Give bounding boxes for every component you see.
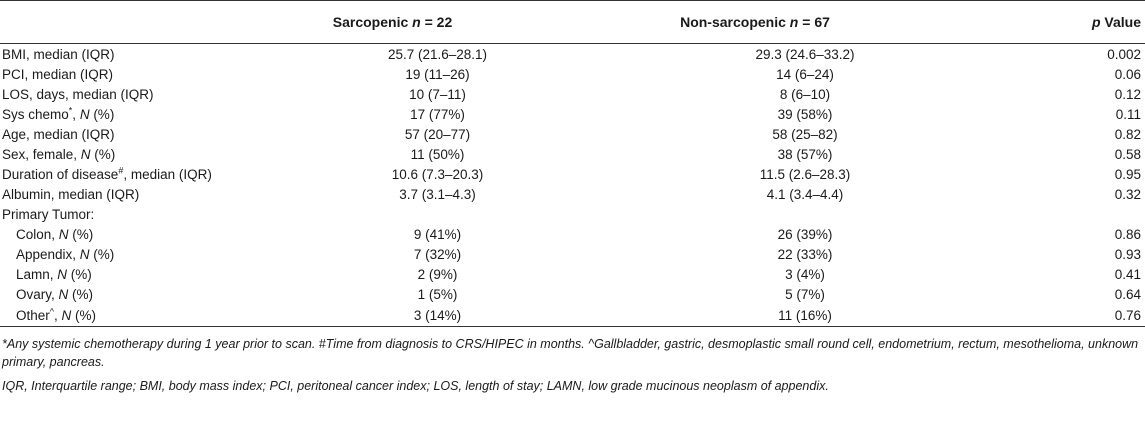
p-value: 0.76 — [885, 304, 1145, 327]
sarcopenic-value: 57 (20–77) — [404, 126, 471, 142]
non-sarcopenic-value: 26 (39%) — [777, 226, 833, 242]
sarcopenic-value: 2 (9%) — [417, 266, 458, 282]
sarcopenic-value: 3 (14%) — [190, 304, 535, 327]
footnote-abbreviations: IQR, Interquartile range; BMI, body mass… — [2, 379, 829, 393]
table-row: PCI, median (IQR) 19 (11–26) 14 (6–24) 0.06 — [0, 64, 1145, 84]
row-label: Colon, N (%) — [16, 226, 94, 242]
non-sarcopenic-value: 8 (6–10) — [779, 86, 831, 102]
row-label: Other^, N (%) — [0, 304, 190, 327]
p-value: 0.82 — [1114, 126, 1141, 142]
non-sarcopenic-value: 58 (25–82) — [772, 126, 838, 142]
sarcopenic-value: 19 (11–26) — [405, 66, 470, 82]
row-label: BMI, median (IQR) — [2, 46, 115, 62]
sarcopenic-value: 10 (7–11) — [409, 86, 466, 102]
table-row: Albumin, median (IQR) 3.7 (3.1–4.3) 4.1 (3… — [0, 184, 1145, 204]
row-label: Duration of disease#, median (IQR) — [2, 165, 212, 182]
row-label: LOS, days, median (IQR) — [2, 86, 154, 102]
table-row: Lamn, N (%) 2 (9%) 3 (4%) 0.41 — [0, 264, 1145, 284]
p-value: 0.32 — [1114, 186, 1141, 202]
non-sarcopenic-value: 29.3 (24.6–33.2) — [755, 46, 855, 62]
p-value: 0.11 — [1115, 106, 1141, 122]
non-sarcopenic-value: 39 (58%) — [777, 106, 833, 122]
header-p-value: p Value — [885, 0, 1145, 44]
sarcopenic-value: 25.7 (21.6–28.1) — [387, 46, 488, 62]
non-sarcopenic-value: 38 (57%) — [777, 146, 833, 162]
footnotes: *Any systemic chemotherapy during 1 year… — [0, 327, 1145, 395]
row-label: Ovary, N (%) — [16, 286, 94, 302]
p-value: 0.95 — [1114, 166, 1141, 182]
header-variable — [0, 0, 190, 44]
non-sarcopenic-value: 22 (33%) — [777, 246, 833, 262]
results-table: Sarcopenic n = 22 Non-sarcopenic n = 67 … — [0, 0, 1145, 327]
p-value: 0.06 — [1114, 66, 1141, 82]
header-row: Sarcopenic n = 22 Non-sarcopenic n = 67 … — [0, 0, 1145, 44]
p-value: 0.64 — [1114, 286, 1141, 302]
row-label: Appendix, N (%) — [16, 246, 115, 262]
footnote-abbrev-symbols: *Any systemic chemotherapy during 1 year… — [2, 337, 1139, 369]
non-sarcopenic-value: 11 (16%) — [535, 304, 885, 327]
p-value: 0.58 — [1114, 146, 1141, 162]
p-value: 0.002 — [1107, 46, 1141, 62]
row-label: Sys chemo*, N (%) — [2, 105, 115, 122]
sarcopenic-value: 9 (41%) — [413, 226, 462, 242]
sarcopenic-value: 11 (50%) — [410, 146, 465, 162]
p-value: 0.93 — [1114, 246, 1141, 262]
p-value — [885, 204, 1145, 224]
sarcopenic-value: 7 (32%) — [413, 246, 462, 262]
p-value: 0.12 — [1114, 86, 1141, 102]
row-label: Primary Tumor: — [2, 206, 95, 222]
table-row: Ovary, N (%) 1 (5%) 5 (7%) 0.64 — [0, 284, 1145, 304]
sarcopenic-value — [190, 204, 535, 224]
p-value: 0.86 — [1114, 226, 1141, 242]
p-value: 0.41 — [1114, 266, 1141, 282]
row-label: Sex, female, N (%) — [2, 146, 116, 162]
sarcopenic-value: 10.6 (7.3–20.3) — [391, 166, 484, 182]
table-row: Age, median (IQR) 57 (20–77) 58 (25–82) 0.8… — [0, 124, 1145, 144]
non-sarcopenic-value: 11.5 (2.6–28.3) — [759, 166, 851, 182]
sarcopenic-value: 1 (5%) — [417, 286, 458, 302]
table-row: Sys chemo*, N (%) 17 (77%) 39 (58%) 0.11 — [0, 104, 1145, 124]
row-label: PCI, median (IQR) — [2, 66, 114, 82]
non-sarcopenic-value — [535, 204, 885, 224]
row-label: Age, median (IQR) — [2, 126, 115, 142]
table-row: Sex, female, N (%) 11 (50%) 38 (57%) 0.58 — [0, 144, 1145, 164]
table-row: BMI, median (IQR) 25.7 (21.6–28.1) 29.3 (2… — [0, 44, 1145, 65]
table-row: Colon, N (%) 9 (41%) 26 (39%) 0.86 — [0, 224, 1145, 244]
sarcopenic-value: 3.7 (3.1–4.3) — [399, 186, 476, 202]
non-sarcopenic-value: 3 (4%) — [785, 266, 825, 282]
header-non-sarcopenic: Non-sarcopenic n = 67 — [535, 0, 885, 44]
row-label: Lamn, N (%) — [16, 266, 92, 282]
non-sarcopenic-value: 4.1 (3.4–4.4) — [766, 186, 844, 202]
header-sarcopenic: Sarcopenic n = 22 — [190, 0, 535, 44]
table-row: Duration of disease#, median (IQR) 10.6 (… — [0, 164, 1145, 184]
table-row: Appendix, N (%) 7 (32%) 22 (33%) 0.93 — [0, 244, 1145, 264]
sarcopenic-value: 17 (77%) — [410, 106, 465, 122]
table-body: BMI, median (IQR) 25.7 (21.6–28.1) 29.3 (2… — [0, 44, 1145, 327]
non-sarcopenic-value: 5 (7%) — [785, 286, 825, 302]
table-row: LOS, days, median (IQR) 10 (7–11) 8 (6–10)… — [0, 84, 1145, 104]
table-row: Primary Tumor: — [0, 204, 1145, 224]
row-label: Albumin, median (IQR) — [2, 186, 140, 202]
table-row: Other^, N (%) 3 (14%) 11 (16%) 0.76 — [0, 304, 1145, 327]
non-sarcopenic-value: 14 (6–24) — [776, 66, 834, 82]
